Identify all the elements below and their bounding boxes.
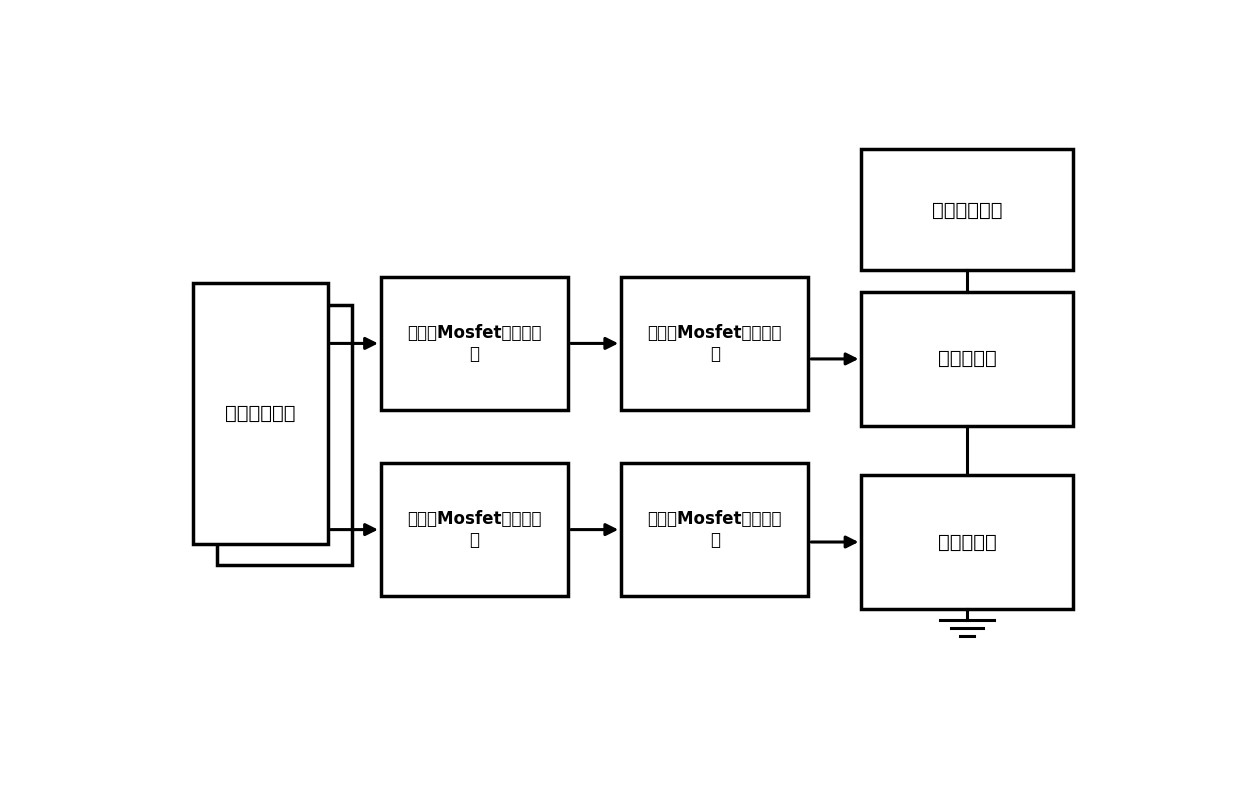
Bar — [621, 276, 808, 410]
Bar — [862, 293, 1073, 426]
Text: 高压侧Mosfet栅驱动单
元: 高压侧Mosfet栅驱动单 元 — [647, 510, 782, 549]
Bar — [621, 463, 808, 596]
Bar — [862, 476, 1073, 609]
Text: 高压侧Mosfet栅驱动单
元: 高压侧Mosfet栅驱动单 元 — [647, 324, 782, 363]
Bar — [862, 149, 1073, 271]
Text: 高压直流单元: 高压直流单元 — [931, 201, 1002, 219]
Text: 低压侧Mosfet栅驱动单
元: 低压侧Mosfet栅驱动单 元 — [407, 324, 542, 363]
Text: 拉电流单元: 拉电流单元 — [937, 533, 997, 551]
Text: 低压侧Mosfet栅驱动单
元: 低压侧Mosfet栅驱动单 元 — [407, 510, 542, 549]
Bar — [193, 283, 327, 543]
Bar — [217, 305, 352, 565]
Bar — [381, 276, 568, 410]
Bar — [381, 463, 568, 596]
Text: 灌电流单元: 灌电流单元 — [937, 350, 997, 368]
Text: 信号控制单元: 信号控制单元 — [226, 404, 296, 422]
